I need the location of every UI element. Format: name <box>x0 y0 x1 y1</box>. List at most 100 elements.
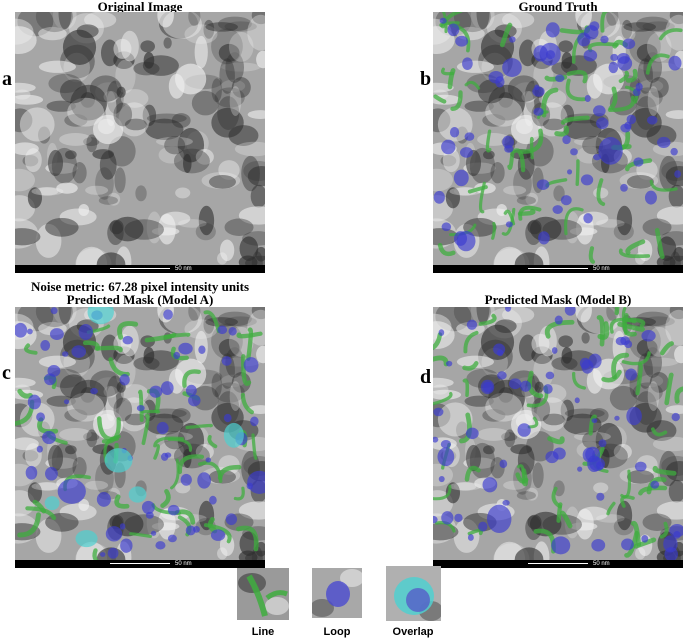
loop-mask <box>440 440 452 449</box>
texture <box>511 114 542 145</box>
texture <box>453 482 477 491</box>
texture <box>188 307 201 321</box>
line-mask <box>467 185 488 194</box>
texture <box>485 392 523 422</box>
loop-mask <box>119 374 130 386</box>
texture <box>525 487 539 501</box>
line-mask <box>638 485 668 496</box>
texture <box>83 137 100 147</box>
loop-mask <box>141 500 155 515</box>
texture <box>449 482 482 491</box>
scale-label: 50 nm <box>175 561 192 567</box>
micrograph: 50 nm <box>433 307 683 568</box>
line-mask <box>588 246 596 264</box>
texture <box>58 307 72 325</box>
texture <box>532 462 544 489</box>
texture <box>586 368 603 394</box>
texture <box>35 307 73 328</box>
loop-mask <box>119 523 126 530</box>
loop-mask <box>620 183 628 192</box>
loop-mask <box>570 148 578 156</box>
loop-mask <box>543 384 553 394</box>
texture <box>219 58 235 94</box>
loop-mask <box>447 23 460 37</box>
texture <box>31 482 64 491</box>
texture <box>626 470 654 484</box>
line-mask <box>560 115 590 125</box>
texture <box>175 187 191 199</box>
loop-mask <box>574 397 580 404</box>
texture <box>107 192 121 206</box>
texture <box>19 107 55 142</box>
line-mask <box>618 248 651 259</box>
loop-mask <box>464 132 475 141</box>
texture <box>649 77 669 98</box>
line-mask <box>625 239 646 255</box>
loop-mask <box>589 21 600 31</box>
loop-mask <box>15 322 28 338</box>
texture <box>124 118 147 131</box>
texture <box>234 141 265 157</box>
loop-mask <box>538 231 550 245</box>
texture <box>35 187 59 196</box>
loop-mask <box>505 221 513 228</box>
line-mask <box>614 307 620 316</box>
texture <box>58 12 72 30</box>
line-mask <box>433 391 453 406</box>
loop-mask <box>502 58 522 77</box>
line-mask <box>160 489 171 508</box>
texture <box>201 172 241 189</box>
loop-mask <box>441 511 454 525</box>
texture <box>433 377 454 388</box>
loop-mask <box>185 525 196 536</box>
loop-mask <box>593 153 602 161</box>
texture <box>124 219 164 240</box>
texture <box>542 413 565 426</box>
texture <box>665 14 683 51</box>
loop-mask <box>552 205 563 214</box>
texture <box>103 91 118 103</box>
line-mask <box>17 388 33 399</box>
loop-mask <box>433 407 444 417</box>
line-mask <box>462 361 479 371</box>
line-mask <box>575 159 580 186</box>
texture <box>564 211 580 244</box>
texture <box>433 228 459 246</box>
loop-mask <box>497 371 507 380</box>
line-mask <box>606 501 616 516</box>
line-mask <box>439 21 460 28</box>
texture <box>440 155 457 167</box>
texture <box>140 40 155 53</box>
texture <box>464 395 494 407</box>
loop-mask <box>198 345 206 354</box>
loop-mask <box>487 504 512 534</box>
texture <box>85 185 109 195</box>
panel-title: Predicted Mask (Model B) <box>484 292 632 307</box>
texture <box>647 381 660 411</box>
loop-mask <box>644 190 657 205</box>
loop-mask <box>122 335 133 345</box>
line-mask <box>114 494 130 509</box>
line-mask <box>674 386 683 404</box>
micrograph: 50 nm <box>15 12 265 273</box>
texture <box>143 347 155 364</box>
line-mask <box>464 80 481 90</box>
loop-mask <box>167 504 180 516</box>
line-mask <box>547 436 565 445</box>
line-mask <box>433 484 452 501</box>
loop-mask <box>100 552 106 557</box>
loop-mask <box>646 115 658 125</box>
legend-label: Loop <box>323 626 351 638</box>
texture <box>542 118 565 131</box>
texture <box>531 346 553 365</box>
loop-mask <box>615 336 627 346</box>
texture <box>656 206 683 225</box>
texture <box>113 38 132 59</box>
texture <box>586 73 603 99</box>
line-mask <box>197 461 223 484</box>
line-mask <box>236 331 263 339</box>
texture <box>146 113 187 124</box>
texture <box>164 136 186 155</box>
texture <box>84 12 117 28</box>
texture <box>573 431 611 442</box>
